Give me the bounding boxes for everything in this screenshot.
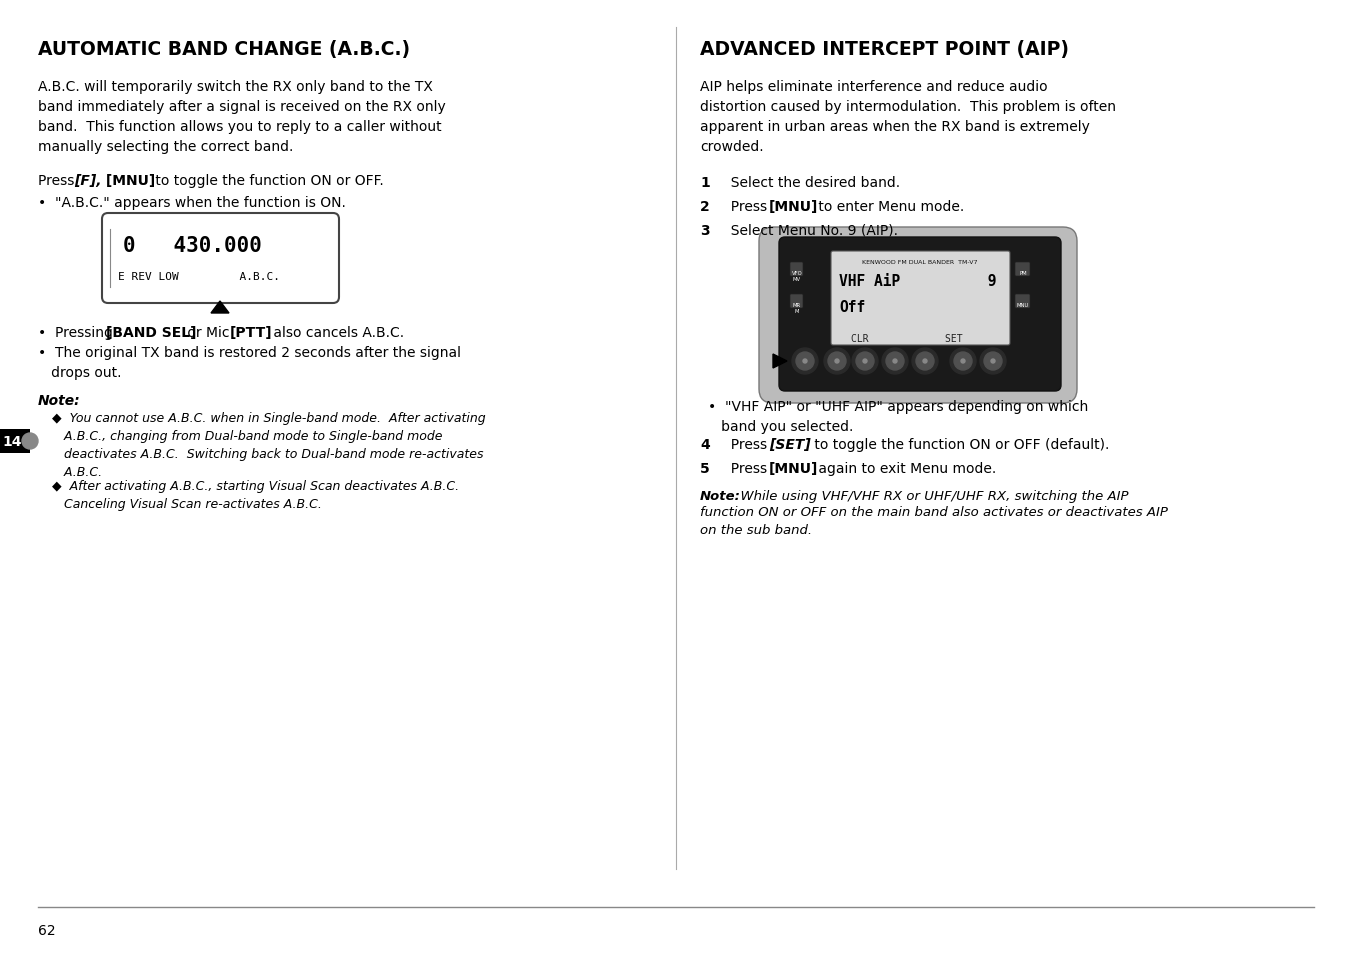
Text: 62: 62 <box>38 923 55 937</box>
Text: 0   430.000: 0 430.000 <box>123 235 262 255</box>
Text: Press: Press <box>722 200 772 213</box>
Text: VFO
MV: VFO MV <box>792 271 802 281</box>
Text: to toggle the function ON or OFF.: to toggle the function ON or OFF. <box>151 173 384 188</box>
Text: [F],: [F], <box>74 173 101 188</box>
Circle shape <box>796 353 814 371</box>
FancyBboxPatch shape <box>790 263 803 276</box>
Circle shape <box>836 359 840 364</box>
Text: Press: Press <box>722 437 772 452</box>
Circle shape <box>827 353 846 371</box>
Text: ◆  You cannot use A.B.C. when in Single-band mode.  After activating
   A.B.C., : ◆ You cannot use A.B.C. when in Single-b… <box>51 412 485 478</box>
Text: ◆  After activating A.B.C., starting Visual Scan deactivates A.B.C.
   Canceling: ◆ After activating A.B.C., starting Visu… <box>51 479 460 511</box>
Text: •  Pressing: • Pressing <box>38 326 118 339</box>
Text: Note:: Note: <box>38 394 81 408</box>
Text: E REV LOW         A.B.C.: E REV LOW A.B.C. <box>118 272 280 282</box>
Text: ADVANCED INTERCEPT POINT (AIP): ADVANCED INTERCEPT POINT (AIP) <box>700 40 1069 59</box>
FancyBboxPatch shape <box>101 213 339 304</box>
Circle shape <box>22 434 38 450</box>
Text: While using VHF/VHF RX or UHF/UHF RX, switching the AIP: While using VHF/VHF RX or UHF/UHF RX, sw… <box>731 490 1129 502</box>
FancyBboxPatch shape <box>831 252 1010 346</box>
Circle shape <box>923 359 927 364</box>
Text: 4: 4 <box>700 437 710 452</box>
Circle shape <box>792 349 818 375</box>
Circle shape <box>886 353 904 371</box>
Text: [PTT]: [PTT] <box>230 326 273 339</box>
Text: to toggle the function ON or OFF (default).: to toggle the function ON or OFF (defaul… <box>810 437 1110 452</box>
Text: 5: 5 <box>700 461 710 476</box>
Text: •  "VHF AIP" or "UHF AIP" appears depending on which
   band you selected.: • "VHF AIP" or "UHF AIP" appears dependi… <box>708 399 1088 433</box>
Text: [MNU]: [MNU] <box>769 461 818 476</box>
Text: Select the desired band.: Select the desired band. <box>722 175 900 190</box>
Circle shape <box>955 353 972 371</box>
Polygon shape <box>211 302 228 314</box>
Text: PM: PM <box>1019 271 1026 275</box>
Circle shape <box>894 359 896 364</box>
Text: [SET]: [SET] <box>769 437 811 452</box>
Circle shape <box>823 349 850 375</box>
Text: [MNU]: [MNU] <box>101 173 155 188</box>
Circle shape <box>950 349 976 375</box>
Text: to enter Menu mode.: to enter Menu mode. <box>814 200 964 213</box>
Circle shape <box>882 349 909 375</box>
Text: or Mic: or Mic <box>183 326 234 339</box>
Text: A.B.C. will temporarily switch the RX only band to the TX
band immediately after: A.B.C. will temporarily switch the RX on… <box>38 80 446 154</box>
Text: MR
M: MR M <box>792 303 802 314</box>
FancyBboxPatch shape <box>790 294 803 309</box>
Text: •  The original TX band is restored 2 seconds after the signal
   drops out.: • The original TX band is restored 2 sec… <box>38 346 461 379</box>
Text: 3: 3 <box>700 224 710 237</box>
FancyBboxPatch shape <box>758 228 1078 403</box>
Text: Press: Press <box>38 173 78 188</box>
Text: MNU: MNU <box>1017 303 1029 308</box>
Text: VHF AiP          9: VHF AiP 9 <box>840 274 996 289</box>
Text: CLR             SET: CLR SET <box>850 334 963 344</box>
FancyBboxPatch shape <box>0 430 30 454</box>
Polygon shape <box>773 355 787 369</box>
Text: again to exit Menu mode.: again to exit Menu mode. <box>814 461 996 476</box>
Circle shape <box>917 353 934 371</box>
Circle shape <box>852 349 877 375</box>
Text: 2: 2 <box>700 200 710 213</box>
Circle shape <box>913 349 938 375</box>
Text: Off: Off <box>840 299 865 314</box>
Text: •  "A.B.C." appears when the function is ON.: • "A.B.C." appears when the function is … <box>38 195 346 210</box>
Text: function ON or OFF on the main band also activates or deactivates AIP
on the sub: function ON or OFF on the main band also… <box>700 505 1168 537</box>
Circle shape <box>991 359 995 364</box>
Text: [BAND SEL]: [BAND SEL] <box>105 326 196 339</box>
Circle shape <box>984 353 1002 371</box>
Text: Note:: Note: <box>700 490 741 502</box>
Text: Select Menu No. 9 (AIP).: Select Menu No. 9 (AIP). <box>722 224 898 237</box>
Text: [MNU]: [MNU] <box>769 200 818 213</box>
Text: AIP helps eliminate interference and reduce audio
distortion caused by intermodu: AIP helps eliminate interference and red… <box>700 80 1115 154</box>
Circle shape <box>863 359 867 364</box>
Text: 14: 14 <box>3 435 22 449</box>
Circle shape <box>961 359 965 364</box>
Circle shape <box>856 353 873 371</box>
Text: Press: Press <box>722 461 772 476</box>
FancyBboxPatch shape <box>779 237 1061 392</box>
Circle shape <box>803 359 807 364</box>
FancyBboxPatch shape <box>1015 294 1030 309</box>
Text: AUTOMATIC BAND CHANGE (A.B.C.): AUTOMATIC BAND CHANGE (A.B.C.) <box>38 40 410 59</box>
FancyBboxPatch shape <box>1015 263 1030 276</box>
Text: also cancels A.B.C.: also cancels A.B.C. <box>269 326 404 339</box>
Text: 1: 1 <box>700 175 710 190</box>
Circle shape <box>980 349 1006 375</box>
Text: KENWOOD FM DUAL BANDER  TM-V7: KENWOOD FM DUAL BANDER TM-V7 <box>863 260 977 265</box>
